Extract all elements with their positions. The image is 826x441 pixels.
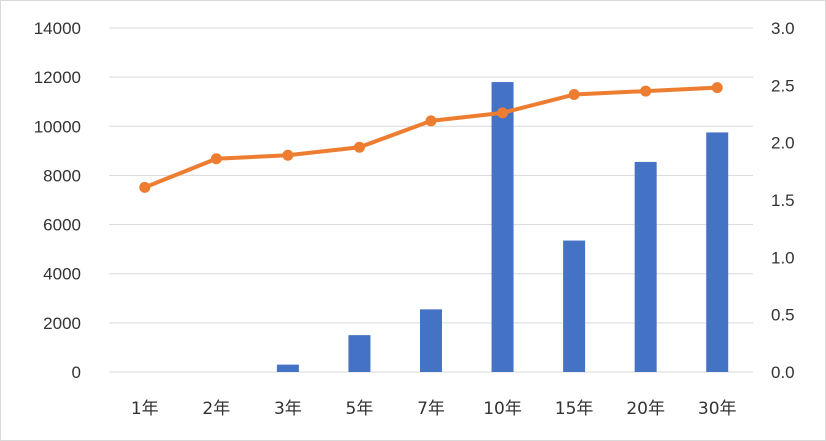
x-tick-label: 3年 [274, 399, 302, 419]
y-left-tick-label: 10000 [34, 117, 81, 136]
bar [706, 132, 729, 372]
x-tick-label: 1年 [131, 399, 159, 419]
line-point [640, 85, 652, 97]
y-left-tick-label: 8000 [43, 166, 81, 185]
y-left-tick-label: 2000 [43, 314, 81, 333]
x-axis: 1年 2年 3年 5年 7年 10年 15年 20年 30年 [131, 399, 737, 419]
line-point [139, 181, 151, 193]
x-tick-label: 30年 [698, 399, 737, 419]
line-point [711, 82, 723, 94]
y-right-tick-label: 1.0 [771, 248, 795, 267]
y-right-tick-label: 2.0 [771, 134, 795, 153]
y-left-tick-label: 6000 [43, 216, 81, 235]
x-tick-label: 5年 [346, 399, 374, 419]
line-point [353, 141, 365, 153]
x-tick-label: 2年 [202, 399, 230, 419]
y-left-tick-label: 0 [72, 363, 81, 382]
series-line [142, 85, 720, 190]
x-tick-label: 7年 [417, 399, 445, 419]
y-right-tick-label: 0.0 [771, 363, 795, 382]
y-right-tick-label: 1.5 [771, 191, 795, 210]
y-right-tick-label: 0.5 [771, 306, 795, 325]
x-tick-label: 20年 [626, 399, 665, 419]
line-point [568, 89, 580, 101]
x-tick-label: 10年 [483, 399, 522, 419]
line-point [210, 153, 222, 165]
bar [348, 335, 371, 372]
bar [491, 82, 514, 373]
line-point [425, 115, 437, 127]
y-axis-left: 0 2000 4000 6000 8000 10000 12000 14000 [34, 19, 81, 382]
x-tick-label: 15年 [555, 399, 594, 419]
y-right-tick-label: 3.0 [771, 19, 795, 38]
y-left-tick-label: 12000 [34, 68, 81, 87]
bar [563, 240, 586, 372]
line-series [139, 82, 723, 193]
bar-series [276, 82, 729, 373]
y-left-tick-label: 14000 [34, 19, 81, 38]
line-point [497, 107, 509, 119]
bar [420, 309, 442, 372]
y-right-tick-label: 2.5 [771, 76, 795, 95]
y-axis-right: 0.0 0.5 1.0 1.5 2.0 2.5 3.0 [771, 19, 795, 382]
bar [276, 364, 299, 372]
line-point [282, 149, 294, 161]
y-left-tick-label: 4000 [43, 265, 81, 284]
bar [634, 161, 657, 372]
